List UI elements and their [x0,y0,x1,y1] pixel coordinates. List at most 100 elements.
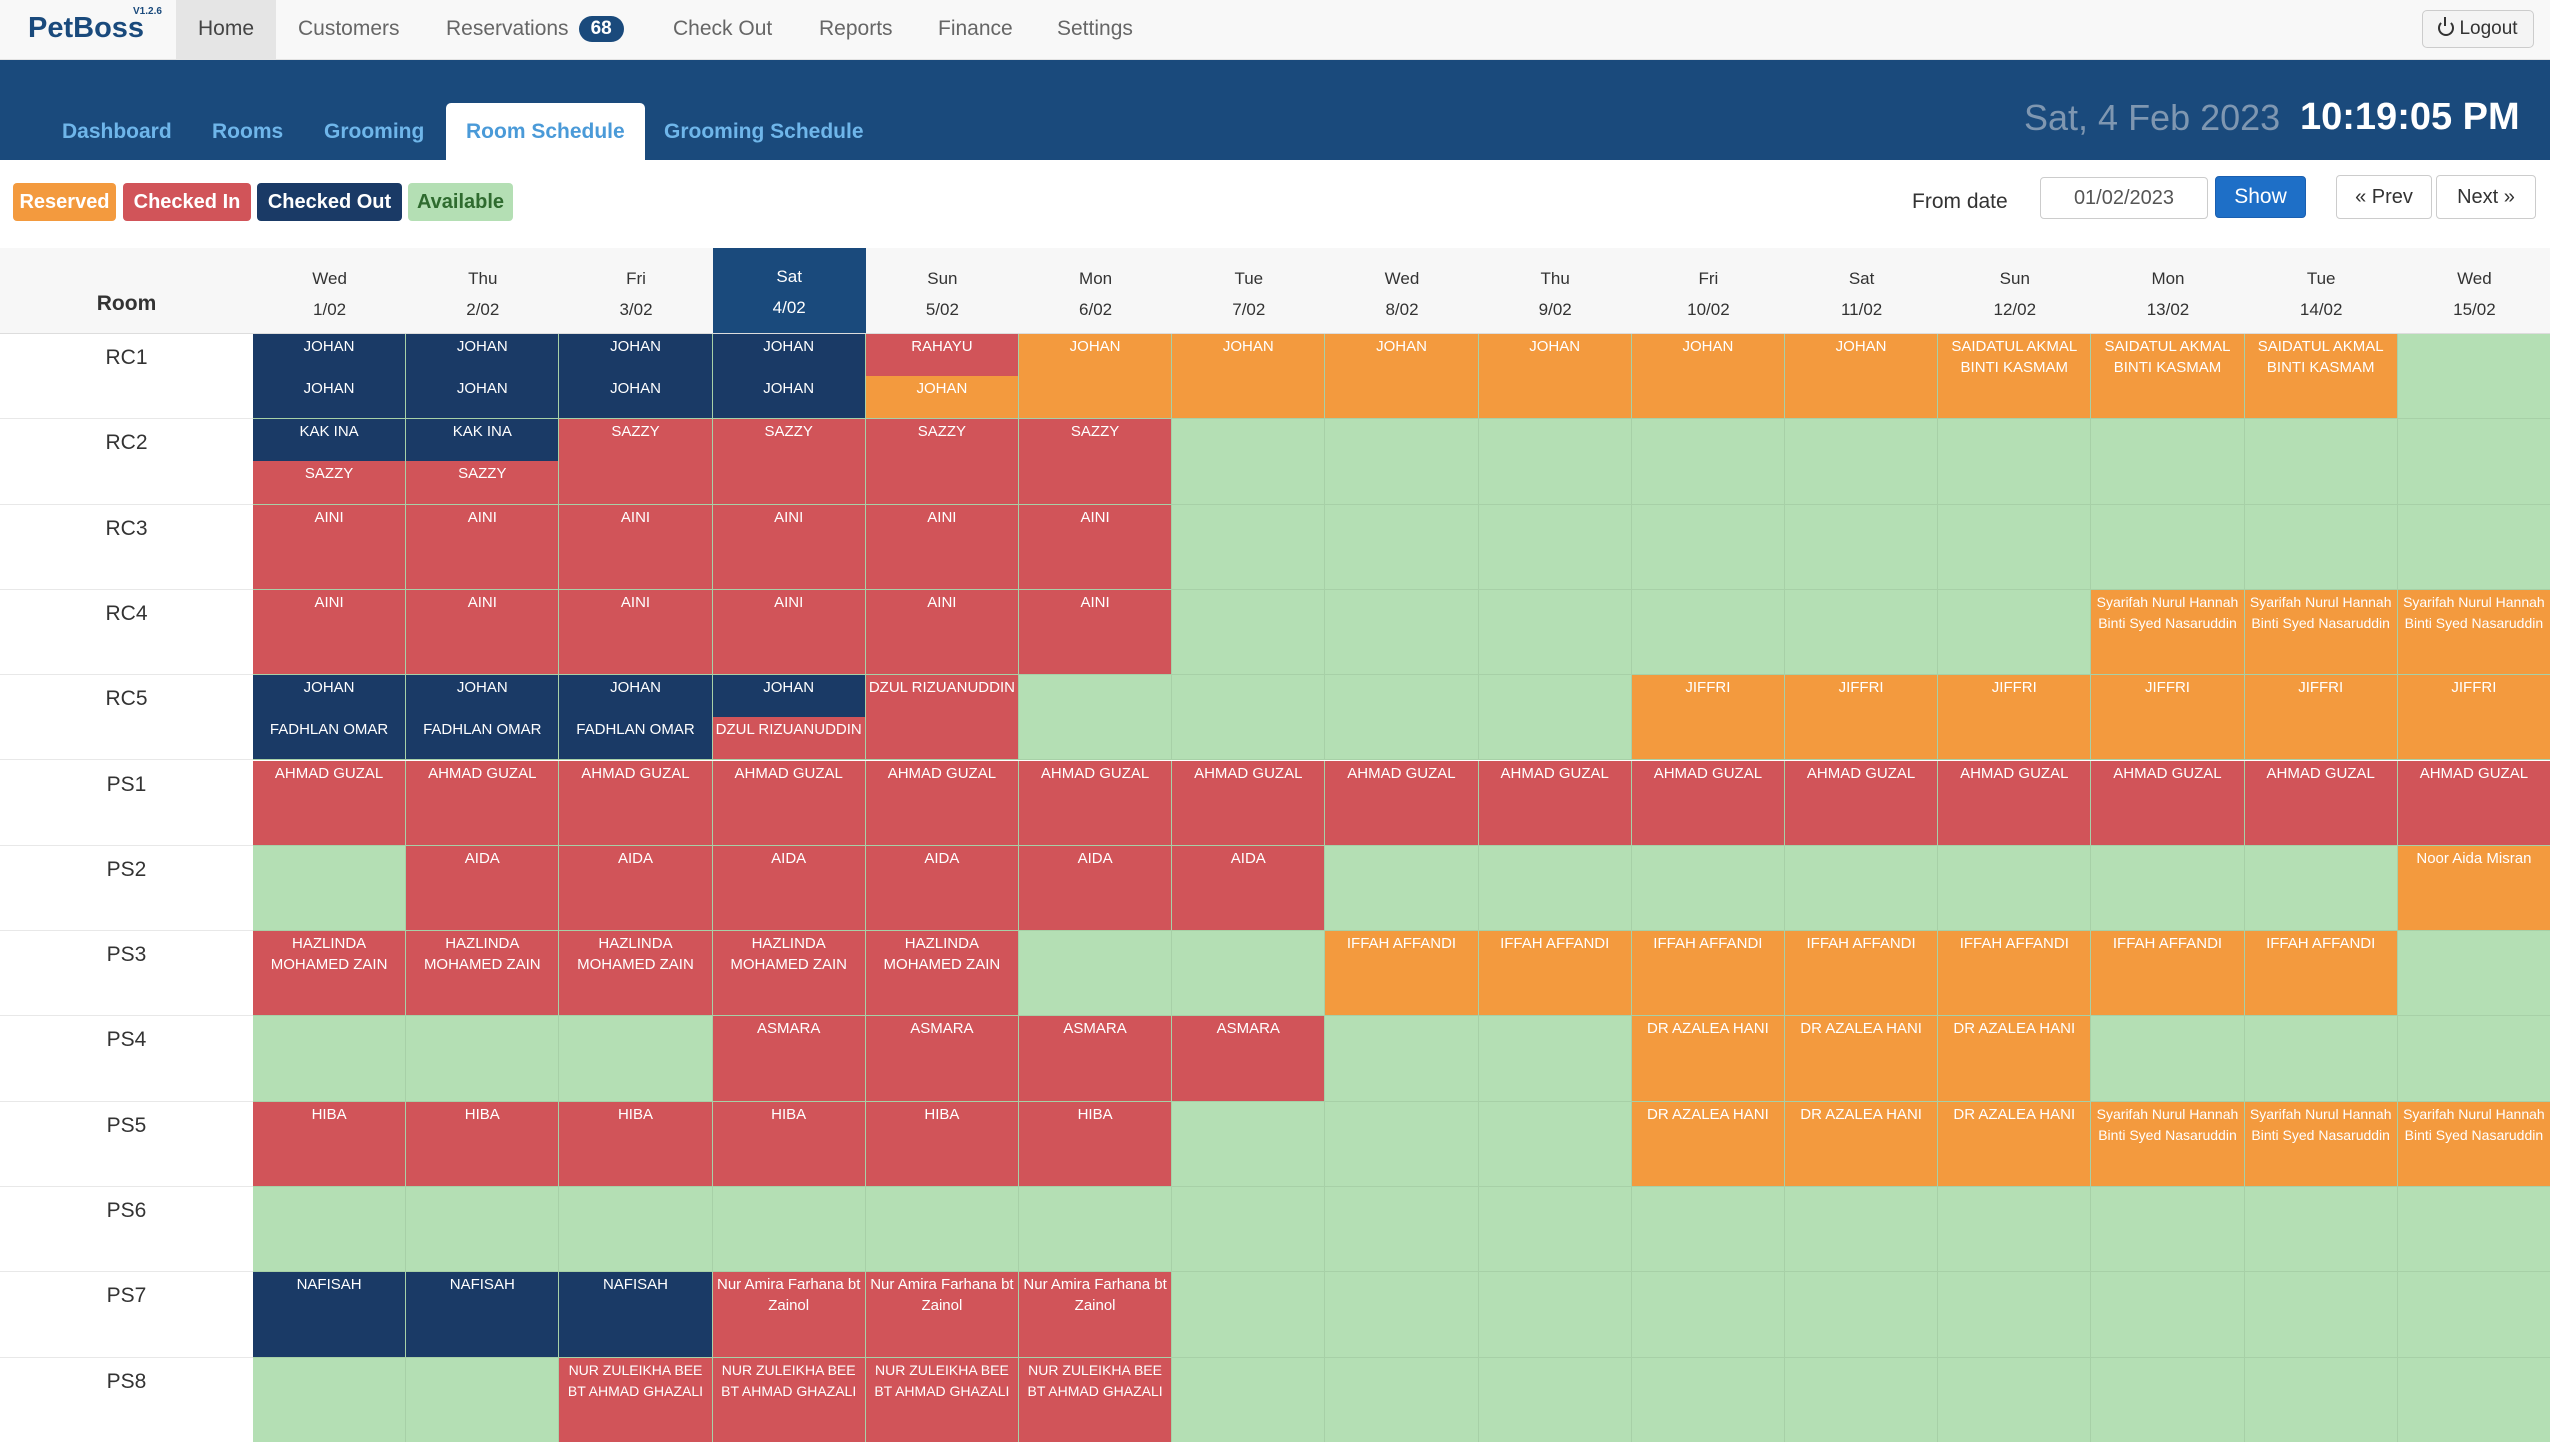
schedule-cell-rc1-1[interactable]: JOHAN JOHAN [253,334,407,420]
booking-reserved[interactable]: IFFAH AFFANDI [1785,931,1938,1016]
schedule-cell-ps8-15[interactable] [2397,1357,2550,1442]
schedule-cell-ps7-3[interactable]: NAFISAH [559,1272,713,1358]
booking-reserved[interactable]: DR AZALEA HANI [1785,1101,1938,1186]
booking-reserved[interactable]: JOHAN [1325,334,1478,419]
schedule-cell-ps6-4[interactable] [712,1187,866,1273]
tab-dashboard[interactable]: Dashboard [42,103,192,160]
schedule-cell-ps4-5[interactable]: ASMARA [865,1016,1019,1102]
booking-checked-in[interactable]: SAZZY [253,461,406,504]
schedule-cell-rc1-7[interactable]: JOHAN [1172,334,1326,420]
schedule-cell-ps2-13[interactable] [2091,845,2245,932]
booking-checked-in[interactable]: AIDA [1019,845,1172,931]
schedule-cell-rc4-9[interactable] [1478,589,1632,676]
schedule-cell-ps8-7[interactable] [1172,1357,1326,1442]
schedule-cell-rc5-10[interactable]: JIFFRI [1631,675,1785,761]
schedule-cell-ps2-6[interactable]: AIDA [1019,845,1173,932]
schedule-cell-rc5-3[interactable]: JOHAN FADHLAN OMAR [559,675,713,761]
tab-rooms[interactable]: Rooms [192,103,303,160]
schedule-cell-ps4-3[interactable] [559,1016,713,1102]
booking-reserved[interactable]: JOHAN [1785,334,1938,419]
schedule-cell-ps7-8[interactable] [1325,1272,1479,1358]
booking-checked-in[interactable]: Nur Amira Farhana bt Zainol [712,1272,865,1357]
schedule-cell-rc1-14[interactable]: SAIDATUL AKMAL BINTI KASMAM [2244,334,2398,420]
booking-checked-in[interactable]: HIBA [406,1101,559,1186]
booking-checked-in[interactable]: SAZZY [406,461,559,504]
schedule-cell-ps2-12[interactable] [1938,845,2092,932]
schedule-cell-ps3-6[interactable] [1019,931,1173,1017]
schedule-cell-rc2-15[interactable] [2397,419,2550,505]
schedule-cell-ps5-12[interactable]: DR AZALEA HANI [1938,1101,2092,1187]
nav-settings[interactable]: Settings [1035,0,1155,60]
schedule-cell-ps7-4[interactable]: Nur Amira Farhana bt Zainol [712,1272,866,1358]
schedule-cell-ps6-2[interactable] [406,1187,560,1273]
booking-checked-out[interactable]: NAFISAH [253,1272,406,1357]
booking-checked-in[interactable]: SAZZY [559,419,712,504]
booking-reserved[interactable]: IFFAH AFFANDI [2244,931,2397,1016]
next-button[interactable]: Next » [2436,175,2536,219]
schedule-cell-ps1-12[interactable]: AHMAD GUZAL [1938,760,2092,846]
show-button[interactable]: Show [2215,176,2306,218]
tab-grooming[interactable]: Grooming [304,103,444,160]
schedule-cell-rc1-8[interactable]: JOHAN [1325,334,1479,420]
schedule-cell-ps8-11[interactable] [1785,1357,1939,1442]
booking-checked-in[interactable]: AIDA [712,845,865,931]
booking-reserved[interactable]: JOHAN [1172,334,1325,419]
booking-reserved[interactable]: JIFFRI [2091,675,2244,760]
schedule-cell-ps5-14[interactable]: Syarifah Nurul Hannah Binti Syed Nasarud… [2244,1101,2398,1187]
booking-checked-in[interactable]: HAZLINDA MOHAMED ZAIN [253,931,406,1016]
schedule-cell-ps2-3[interactable]: AIDA [559,845,713,932]
schedule-cell-ps6-9[interactable] [1478,1187,1632,1273]
tab-grooming-schedule[interactable]: Grooming Schedule [644,103,884,160]
schedule-cell-ps5-2[interactable]: HIBA [406,1101,560,1187]
schedule-cell-ps7-7[interactable] [1172,1272,1326,1358]
booking-checked-out[interactable]: JOHAN [253,376,406,419]
booking-checked-in[interactable]: AHMAD GUZAL [712,760,865,845]
schedule-cell-rc2-12[interactable] [1938,419,2092,505]
schedule-cell-ps5-1[interactable]: HIBA [253,1101,407,1187]
schedule-cell-rc5-11[interactable]: JIFFRI [1785,675,1939,761]
schedule-cell-ps3-1[interactable]: HAZLINDA MOHAMED ZAIN [253,931,407,1017]
schedule-cell-ps4-6[interactable]: ASMARA [1019,1016,1173,1102]
schedule-cell-ps5-9[interactable] [1478,1101,1632,1187]
booking-checked-in[interactable]: AINI [559,589,712,675]
booking-reserved[interactable]: DR AZALEA HANI [1631,1101,1784,1186]
booking-checked-in[interactable]: AHMAD GUZAL [1938,760,2091,845]
schedule-cell-rc3-5[interactable]: AINI [865,504,1019,590]
schedule-cell-ps3-4[interactable]: HAZLINDA MOHAMED ZAIN [712,931,866,1017]
schedule-cell-ps2-11[interactable] [1785,845,1939,932]
schedule-cell-rc3-8[interactable] [1325,504,1479,590]
schedule-cell-rc5-7[interactable] [1172,675,1326,761]
schedule-cell-ps7-6[interactable]: Nur Amira Farhana bt Zainol [1019,1272,1173,1358]
schedule-cell-ps1-13[interactable]: AHMAD GUZAL [2091,760,2245,846]
schedule-cell-ps8-13[interactable] [2091,1357,2245,1442]
nav-check-out[interactable]: Check Out [651,0,794,60]
booking-checked-in[interactable]: AINI [406,504,559,589]
booking-checked-out[interactable]: FADHLAN OMAR [559,717,712,760]
schedule-cell-rc5-6[interactable] [1019,675,1173,761]
schedule-cell-rc4-8[interactable] [1325,589,1479,676]
schedule-cell-ps4-1[interactable] [253,1016,407,1102]
schedule-cell-rc5-8[interactable] [1325,675,1479,761]
schedule-cell-ps8-9[interactable] [1478,1357,1632,1442]
booking-reserved[interactable]: JIFFRI [1631,675,1784,760]
schedule-cell-rc3-12[interactable] [1938,504,2092,590]
schedule-cell-ps2-7[interactable]: AIDA [1172,845,1326,932]
booking-reserved[interactable]: DR AZALEA HANI [1785,1016,1938,1101]
booking-checked-out[interactable]: FADHLAN OMAR [253,717,406,760]
booking-checked-in[interactable]: AIDA [865,845,1018,931]
schedule-cell-rc1-13[interactable]: SAIDATUL AKMAL BINTI KASMAM [2091,334,2245,420]
booking-checked-in[interactable]: AHMAD GUZAL [253,760,406,845]
schedule-cell-rc5-5[interactable]: DZUL RIZUANUDDIN [865,675,1019,761]
schedule-cell-ps7-11[interactable] [1785,1272,1939,1358]
schedule-cell-ps6-1[interactable] [253,1187,407,1273]
schedule-cell-ps4-4[interactable]: ASMARA [712,1016,866,1102]
schedule-cell-ps1-2[interactable]: AHMAD GUZAL [406,760,560,846]
schedule-cell-rc4-15[interactable]: Syarifah Nurul Hannah Binti Syed Nasarud… [2397,589,2550,676]
booking-checked-out[interactable]: JOHAN [406,334,559,377]
schedule-cell-ps1-14[interactable]: AHMAD GUZAL [2244,760,2398,846]
booking-reserved[interactable]: Syarifah Nurul Hannah Binti Syed Nasarud… [2091,589,2244,675]
booking-reserved[interactable]: IFFAH AFFANDI [1938,931,2091,1016]
schedule-cell-ps3-15[interactable] [2397,931,2550,1017]
booking-checked-in[interactable]: DZUL RIZUANUDDIN [865,675,1018,760]
schedule-cell-ps1-3[interactable]: AHMAD GUZAL [559,760,713,846]
